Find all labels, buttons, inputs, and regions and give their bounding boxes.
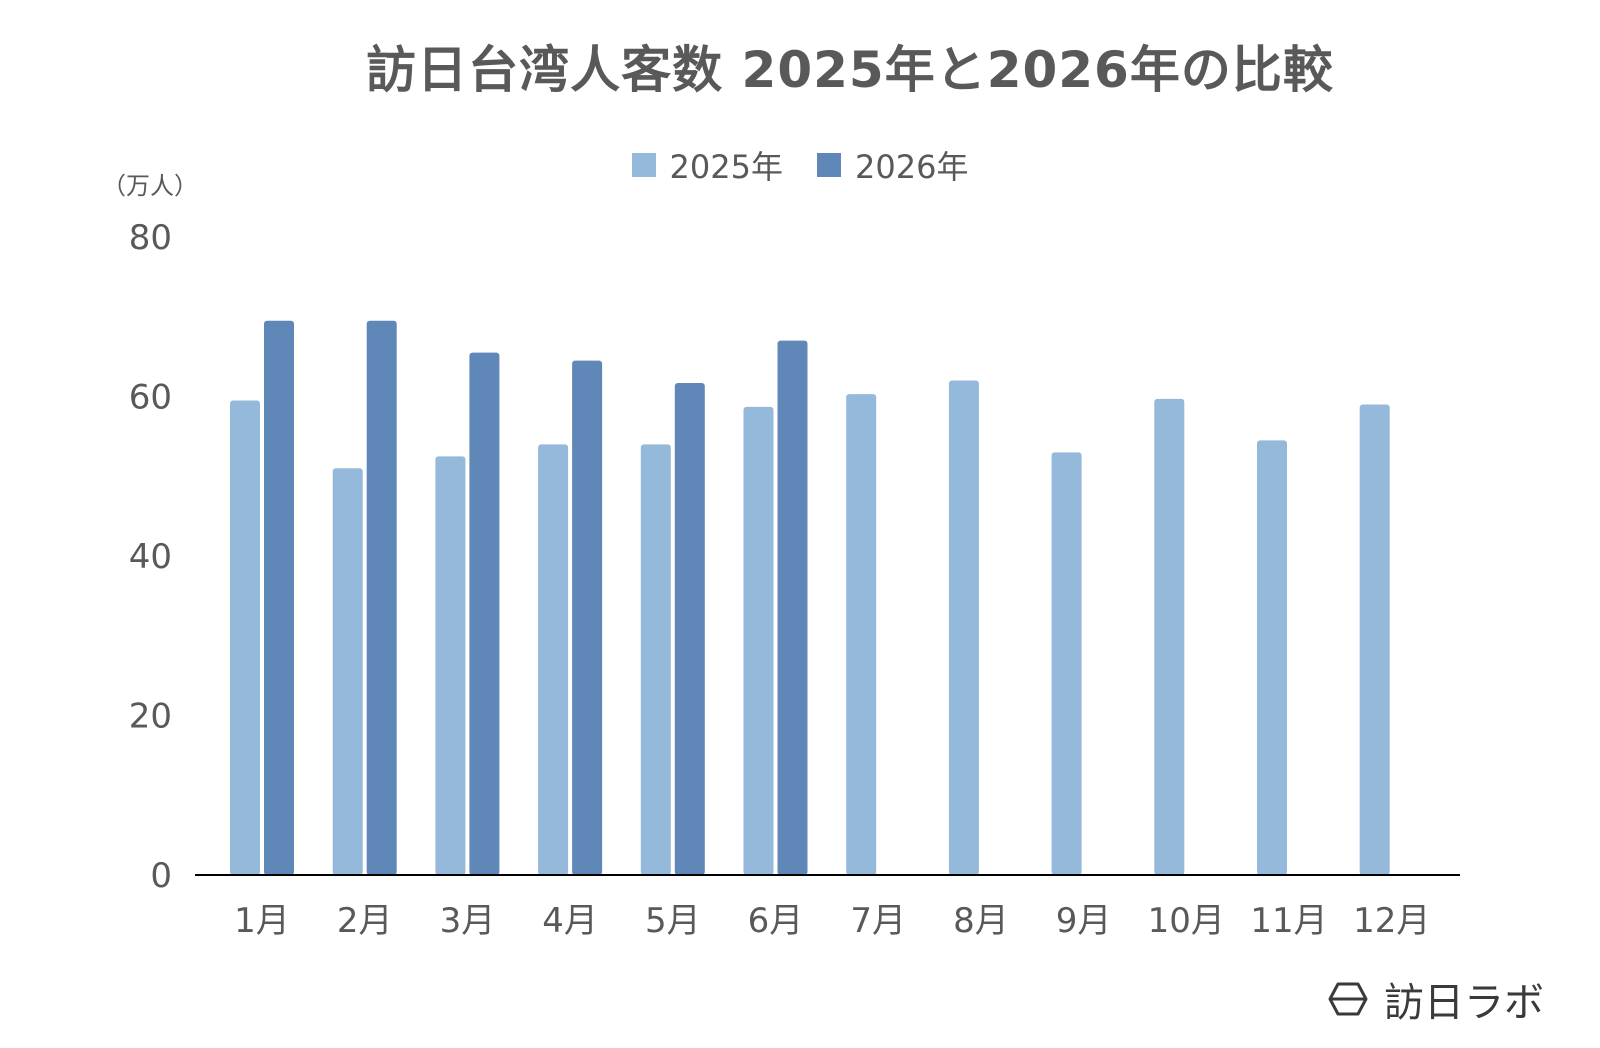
- y-tick-label: 40: [129, 537, 172, 577]
- bar-2025-3: [435, 456, 466, 875]
- x-tick-label: 7月: [850, 901, 906, 941]
- x-tick-label: 11月: [1250, 901, 1327, 941]
- bar-2025-9: [1051, 452, 1082, 875]
- bar-2026-3: [469, 352, 500, 875]
- bar-2025-5: [640, 444, 671, 875]
- legend-item-2025: 2025年: [631, 142, 783, 188]
- y-tick-label: 20: [129, 697, 172, 737]
- legend-item-2026: 2026年: [817, 142, 968, 188]
- bar-2025-12: [1359, 404, 1390, 875]
- x-tick-label: 3月: [440, 901, 496, 941]
- bar-2026-6: [777, 340, 808, 875]
- bar-2026-4: [572, 360, 603, 875]
- y-tick-label: 60: [129, 378, 172, 418]
- brand-logo: 訪日ラボ: [1324, 970, 1544, 1028]
- x-tick-label: 8月: [953, 901, 1009, 941]
- x-tick-label: 10月: [1148, 901, 1225, 941]
- bar-2025-7: [846, 394, 877, 875]
- x-tick-label: 9月: [1056, 901, 1112, 941]
- x-tick-label: 5月: [645, 901, 701, 941]
- y-tick-label: 0: [150, 856, 172, 896]
- bar-2025-6: [743, 406, 774, 875]
- bar-2026-5: [674, 382, 705, 875]
- y-axis-unit-label: （万人）: [102, 172, 198, 200]
- bar-2026-1: [264, 320, 294, 875]
- bar-2025-8: [948, 380, 979, 875]
- bar-2026-2: [366, 320, 397, 875]
- chart-title: 訪日台湾人客数 2025年と2026年の比較: [366, 41, 1334, 99]
- bar-2025-4: [538, 444, 569, 875]
- x-tick-label: 12月: [1353, 901, 1430, 941]
- legend-swatch-2025: [631, 153, 656, 177]
- x-tick-label: 2月: [337, 901, 393, 941]
- x-tick-label: 4月: [542, 901, 598, 941]
- bar-2025-10: [1154, 398, 1185, 875]
- bar-2025-1: [230, 400, 260, 875]
- bar-2025-2: [332, 468, 363, 875]
- y-tick-label: 80: [129, 218, 172, 258]
- x-tick-label: 6月: [748, 901, 804, 941]
- brand-name: 訪日ラボ: [1384, 980, 1544, 1026]
- legend-label-2026: 2026年: [855, 148, 969, 186]
- x-tick-label: 1月: [234, 901, 290, 941]
- legend-label-2025: 2025年: [669, 148, 783, 186]
- hexagon-logo-icon: [1328, 982, 1368, 1016]
- legend-swatch-2026: [817, 153, 841, 177]
- chart-legend: 2025年 2026年: [0, 142, 1600, 188]
- bar-2025-11: [1257, 440, 1287, 875]
